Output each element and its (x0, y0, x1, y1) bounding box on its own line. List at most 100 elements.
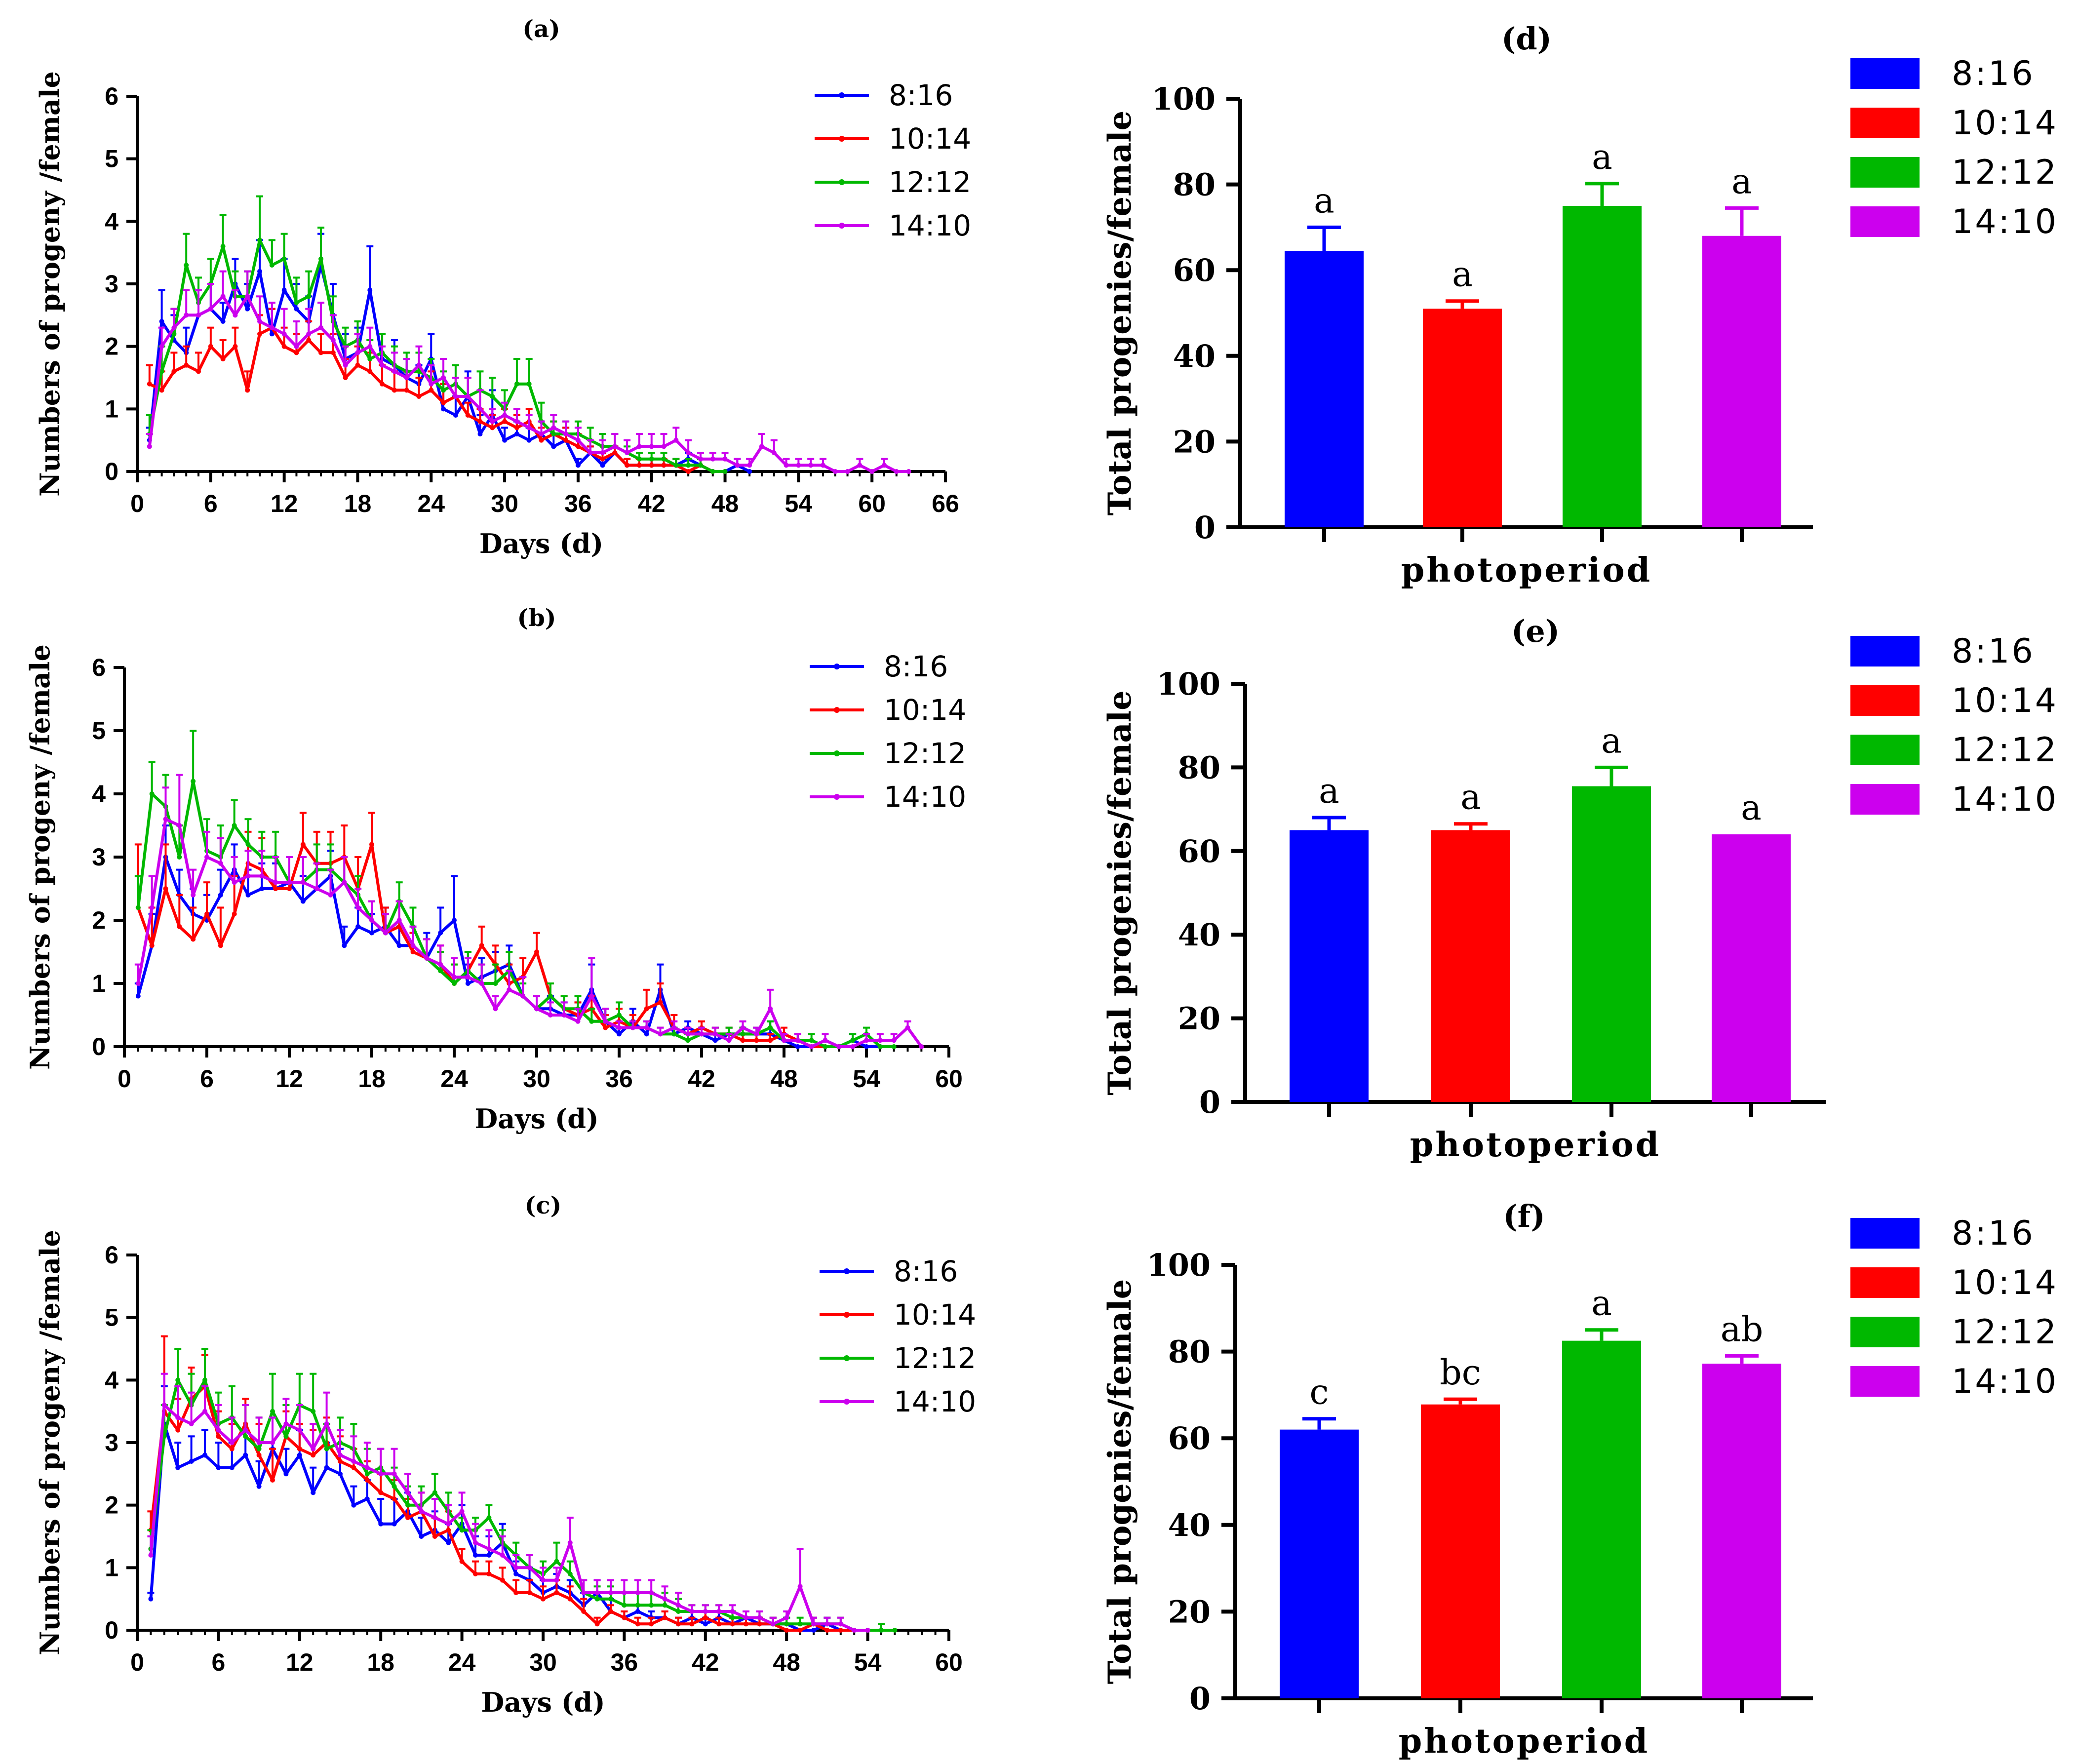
significance-letter: ab (1721, 1309, 1764, 1349)
data-point (233, 313, 238, 318)
data-point (269, 325, 275, 330)
data-point (852, 1628, 857, 1633)
data-point (300, 842, 306, 847)
data-point (191, 892, 196, 898)
data-point (396, 943, 402, 948)
legend-marker (844, 1312, 850, 1318)
data-point (685, 1038, 691, 1043)
data-point (256, 1484, 262, 1489)
data-point (216, 1465, 221, 1470)
x-tick-label: 30 (491, 490, 518, 517)
legend-label: 8:16 (1952, 54, 2035, 93)
data-point (452, 918, 457, 923)
data-point (441, 375, 446, 380)
data-point (147, 381, 152, 387)
data-point (686, 469, 691, 474)
y-tick-label: 2 (92, 906, 106, 934)
x-tick-label: 24 (440, 1065, 468, 1093)
bar-14-10: a (1702, 161, 1781, 527)
x-tick-label: 60 (858, 490, 886, 517)
legend-swatch (1850, 206, 1920, 237)
x-axis-label: photoperiod (1401, 550, 1652, 590)
data-point (673, 463, 679, 468)
y-tick-label: 0 (1189, 1681, 1211, 1717)
data-point (730, 1615, 735, 1620)
data-point (905, 1025, 910, 1030)
data-point (369, 842, 374, 847)
data-point (355, 362, 360, 368)
y-tick-label: 3 (92, 843, 106, 871)
data-point (636, 463, 642, 468)
x-tick-label: 24 (448, 1648, 476, 1676)
data-point (567, 1571, 573, 1576)
data-point (608, 1590, 613, 1595)
data-point (147, 444, 152, 449)
y-tick-label: 80 (1173, 167, 1216, 203)
data-point (879, 1628, 884, 1633)
data-point (600, 456, 605, 462)
data-point (257, 237, 263, 243)
significance-letter: a (1319, 771, 1339, 811)
data-point (177, 823, 182, 828)
data-point (649, 444, 654, 449)
panel-title: (d) (1501, 21, 1552, 57)
data-point (698, 463, 703, 468)
data-point (507, 987, 512, 992)
data-point (419, 1534, 424, 1539)
data-point (351, 1502, 356, 1508)
y-tick-label: 1 (105, 395, 118, 423)
data-point (493, 981, 498, 986)
data-point (343, 375, 348, 380)
data-point (229, 1440, 235, 1445)
data-point (716, 1609, 722, 1614)
data-point (392, 1521, 397, 1527)
data-point (338, 1459, 343, 1464)
x-tick-label: 54 (785, 490, 813, 517)
data-point (811, 1628, 816, 1633)
data-point (318, 350, 324, 355)
data-point (864, 1044, 869, 1049)
data-point (177, 924, 182, 929)
data-point (514, 425, 519, 431)
data-point (453, 394, 458, 399)
legend-marker (844, 1399, 850, 1405)
data-point (703, 1621, 708, 1627)
data-point (838, 1621, 843, 1627)
data-point (245, 388, 250, 393)
data-point (202, 1377, 207, 1383)
data-point (220, 244, 226, 249)
legend-swatch (1850, 1317, 1920, 1347)
data-point (710, 469, 715, 474)
y-axis-label: Numbers of progeny /female (34, 1230, 66, 1655)
y-tick-label: 100 (1152, 81, 1216, 117)
data-point (636, 444, 642, 449)
y-axis-label: Total progenies/female (1101, 111, 1138, 516)
data-point (465, 413, 471, 418)
data-point (452, 975, 457, 980)
y-tick-label: 1 (92, 970, 106, 997)
data-point (551, 444, 556, 449)
legend-label: 10:14 (884, 693, 966, 727)
data-point (658, 1000, 663, 1005)
data-point (343, 362, 348, 368)
data-point (809, 1044, 814, 1049)
data-point (465, 981, 471, 986)
data-point (432, 1515, 437, 1520)
data-point (465, 975, 471, 980)
y-tick-label: 5 (105, 1304, 118, 1332)
data-point (438, 962, 443, 967)
data-point (294, 350, 299, 355)
data-point (797, 1621, 803, 1627)
data-point (191, 779, 196, 784)
data-point (392, 1496, 397, 1501)
data-point (617, 1025, 622, 1030)
legend-marker (839, 223, 845, 229)
data-point (502, 413, 508, 418)
data-point (768, 1025, 773, 1030)
legend-label: 8:16 (894, 1254, 958, 1288)
data-point (502, 419, 508, 424)
x-tick-label: 66 (932, 490, 959, 517)
x-tick-label: 48 (770, 1065, 798, 1093)
